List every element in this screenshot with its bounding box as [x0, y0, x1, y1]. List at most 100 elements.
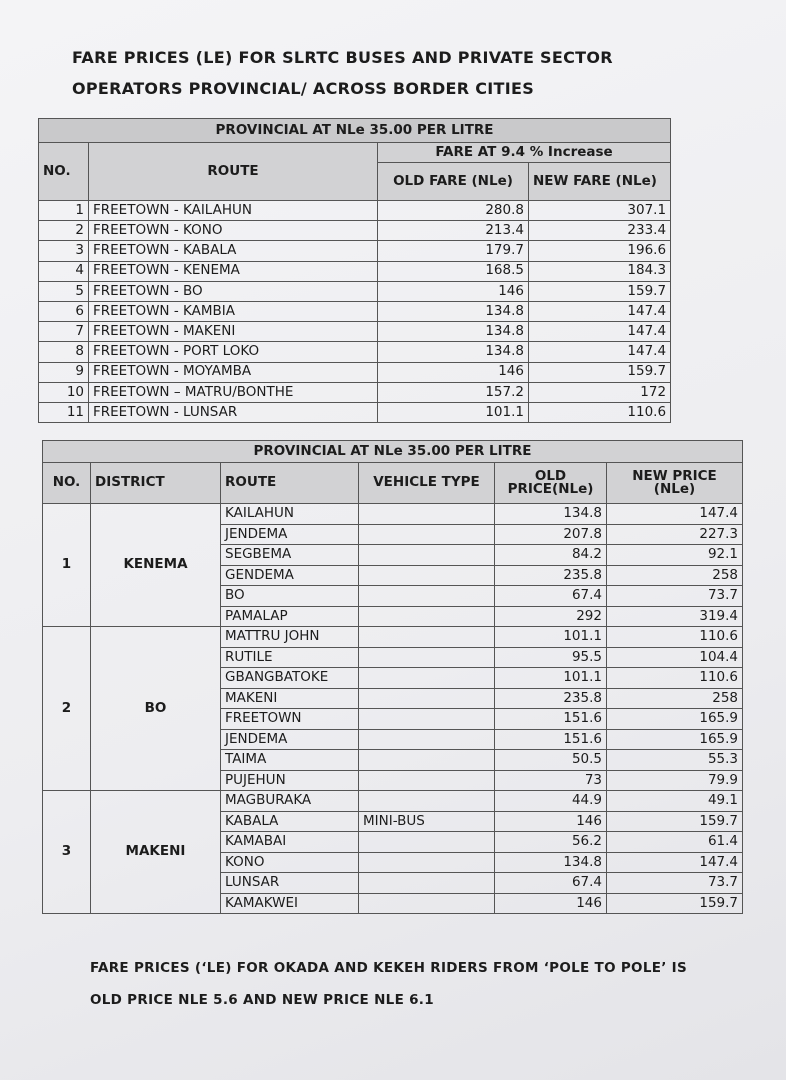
route: TAIMA — [220, 749, 359, 771]
old-fare: 101.1 — [377, 401, 529, 424]
new-fare: 110.6 — [527, 401, 672, 424]
new-fare: 159.7 — [527, 361, 672, 383]
group-number: 3 — [42, 790, 91, 914]
vehicle-type — [358, 790, 495, 812]
vehicle-type — [358, 646, 495, 668]
table-row: 1 KENEMA KAILAHUN 134.8 147.4 — [42, 503, 744, 627]
old-fare: 134.8 — [377, 321, 529, 343]
vehicle-type — [358, 872, 495, 894]
old-price: 50.5 — [494, 749, 607, 771]
header: OLD FARE (NLe) — [377, 162, 529, 201]
header: DISTRICT — [90, 462, 221, 504]
route: LUNSAR — [220, 872, 359, 894]
vehicle-type — [358, 769, 495, 791]
new-fare: 147.4 — [527, 321, 672, 343]
old-fare: 157.2 — [377, 381, 529, 403]
route: MAGBURAKA — [220, 790, 359, 812]
table-row: 6 FREETOWN - KAMBIA 134.8 147.4 — [38, 300, 672, 323]
route: PAMALAP — [220, 605, 359, 627]
old-price: 101.1 — [494, 667, 607, 689]
old-price: 207.8 — [494, 523, 607, 545]
old-fare: 134.8 — [377, 300, 529, 323]
row-number: 5 — [38, 280, 89, 302]
table-row: 7 FREETOWN - MAKENI 134.8 147.4 — [38, 321, 672, 343]
new-price: 147.4 — [605, 851, 744, 873]
table-row: PUJEHUN 73 79.9 — [43, 769, 744, 791]
vehicle-type — [358, 892, 495, 914]
district: MAKENI — [90, 790, 221, 914]
route: JENDEMA — [220, 728, 359, 750]
old-fare: 146 — [377, 361, 529, 383]
footer-note: OLD PRICE NLE 5.6 AND NEW PRICE NLE 6.1 — [90, 992, 434, 1008]
vehicle-type — [358, 564, 495, 586]
table-row: 2 FREETOWN - KONO 213.4 233.4 — [38, 220, 672, 242]
route: RUTILE — [220, 646, 359, 668]
table-row: 2 BO MATTRU JOHN 101.1 110.6 — [42, 626, 744, 791]
route: FREETOWN - KABALA — [88, 240, 378, 262]
vehicle-type — [358, 585, 495, 607]
banner: PROVINCIAL AT NLe 35.00 PER LITRE — [37, 118, 672, 143]
route: FREETOWN - BO — [88, 280, 378, 302]
new-price: 319.4 — [605, 605, 744, 627]
vehicle-type — [358, 626, 495, 648]
district: KENEMA — [90, 503, 221, 627]
route: FREETOWN — [220, 708, 359, 730]
old-price: 84.2 — [494, 544, 607, 566]
new-fare: 307.1 — [527, 199, 672, 222]
vehicle-type — [358, 523, 495, 545]
route: FREETOWN - PORT LOKO — [88, 341, 378, 363]
new-price: 110.6 — [605, 667, 744, 689]
table-row: 11 FREETOWN - LUNSAR 101.1 110.6 — [38, 401, 672, 424]
route: MATTRU JOHN — [220, 626, 359, 648]
price-table: PROVINCIAL AT NLe 35.00 PER LITRE NO. DIS… — [41, 440, 744, 914]
vehicle-type — [358, 831, 495, 853]
group-number: 1 — [42, 503, 91, 627]
banner: PROVINCIAL AT NLe 35.00 PER LITRE — [41, 440, 744, 463]
new-price: 258 — [605, 687, 744, 709]
new-price: 73.7 — [605, 872, 744, 894]
new-fare: 159.7 — [527, 280, 672, 302]
new-price: 159.7 — [605, 810, 744, 832]
table-row: 3 FREETOWN - KABALA 179.7 196.6 — [38, 240, 672, 262]
vehicle-type — [358, 687, 495, 709]
route: GENDEMA — [220, 564, 359, 586]
old-price: 101.1 — [494, 626, 607, 648]
table-row: 4 FREETOWN - KENEMA 168.5 184.3 — [38, 260, 672, 282]
route: FREETOWN - KAILAHUN — [88, 199, 378, 222]
route: MAKENI — [220, 687, 359, 709]
route: KAMAKWEI — [220, 892, 359, 914]
table-row: BO 67.4 73.7 — [43, 585, 744, 607]
route: FREETOWN - KAMBIA — [88, 300, 378, 323]
district: BO — [90, 626, 221, 791]
table-row: KONO 134.8 147.4 — [43, 851, 744, 873]
table-row: 10 FREETOWN – MATRU/BONTHE 157.2 172 — [38, 381, 672, 403]
header: ROUTE — [220, 462, 359, 504]
header: NEW PRICE (NLe) — [605, 462, 744, 504]
new-fare: 147.4 — [527, 341, 672, 363]
vehicle-type — [358, 851, 495, 873]
table-row: 9 FREETOWN - MOYAMBA 146 159.7 — [38, 361, 672, 383]
route: FREETOWN - KONO — [88, 220, 378, 242]
old-price: 44.9 — [494, 790, 607, 812]
row-number: 9 — [38, 361, 89, 383]
old-price: 235.8 — [494, 687, 607, 709]
vehicle-type — [358, 544, 495, 566]
new-price: 104.4 — [605, 646, 744, 668]
old-fare: 280.8 — [377, 199, 529, 222]
old-price: 146 — [494, 810, 607, 832]
route: FREETOWN - MOYAMBA — [88, 361, 378, 383]
row-number: 11 — [38, 401, 89, 424]
row-number: 7 — [38, 321, 89, 343]
old-price: 73 — [494, 769, 607, 791]
footer-note: FARE PRICES (‘LE) FOR OKADA AND KEKEH RI… — [90, 960, 688, 976]
old-price: 134.8 — [494, 851, 607, 873]
row-number: 3 — [38, 240, 89, 262]
table-row: KAMAKWEI 146 159.7 — [43, 892, 744, 914]
new-price: 165.9 — [605, 728, 744, 750]
header: ROUTE — [88, 142, 378, 201]
new-fare: 233.4 — [527, 220, 672, 242]
old-price: 134.8 — [494, 503, 607, 525]
vehicle-type — [358, 667, 495, 689]
old-price: 151.6 — [494, 708, 607, 730]
